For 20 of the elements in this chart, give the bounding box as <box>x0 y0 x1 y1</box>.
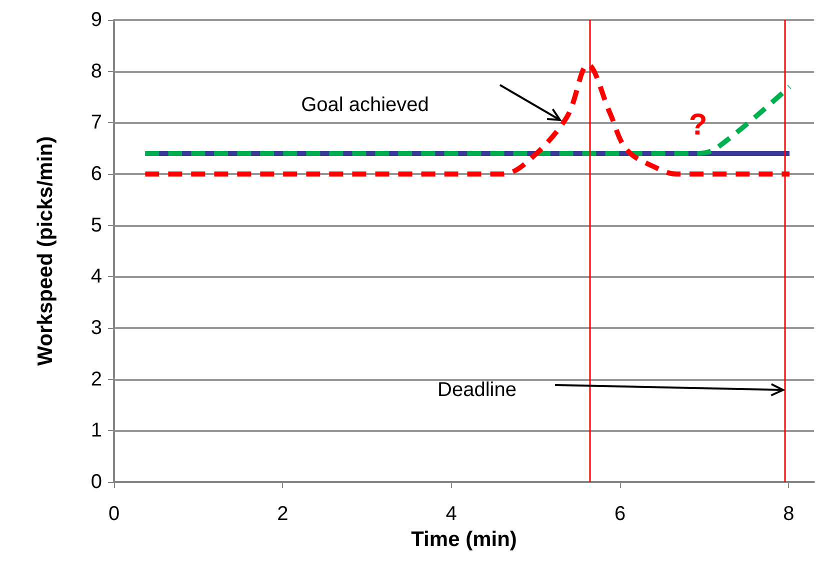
y-axis-title: Workspeed (picks/min) <box>34 136 57 366</box>
x-tick-label: 8 <box>783 503 794 525</box>
y-tick-label: 2 <box>90 368 102 390</box>
y-tick-label: 6 <box>90 163 102 185</box>
y-tick-label: 9 <box>90 9 102 31</box>
y-tick-label: 1 <box>90 420 102 442</box>
x-tick-label: 2 <box>277 503 288 525</box>
annotation: ? <box>688 108 708 142</box>
x-tick-label: 4 <box>446 503 457 525</box>
x-tick-label: 6 <box>614 503 626 525</box>
annotation: Deadline <box>438 379 516 401</box>
y-tick-label: 3 <box>90 317 102 339</box>
y-tick-label: 8 <box>90 60 102 82</box>
y-tick-label: 7 <box>90 112 102 134</box>
x-axis-title: Time (min) <box>411 528 517 551</box>
y-tick-label: 5 <box>90 214 102 236</box>
annotation: Goal achieved <box>301 94 429 116</box>
y-tick-label: 0 <box>90 471 102 493</box>
y-tick-label: 4 <box>90 266 102 288</box>
x-tick-label: 0 <box>108 503 120 525</box>
